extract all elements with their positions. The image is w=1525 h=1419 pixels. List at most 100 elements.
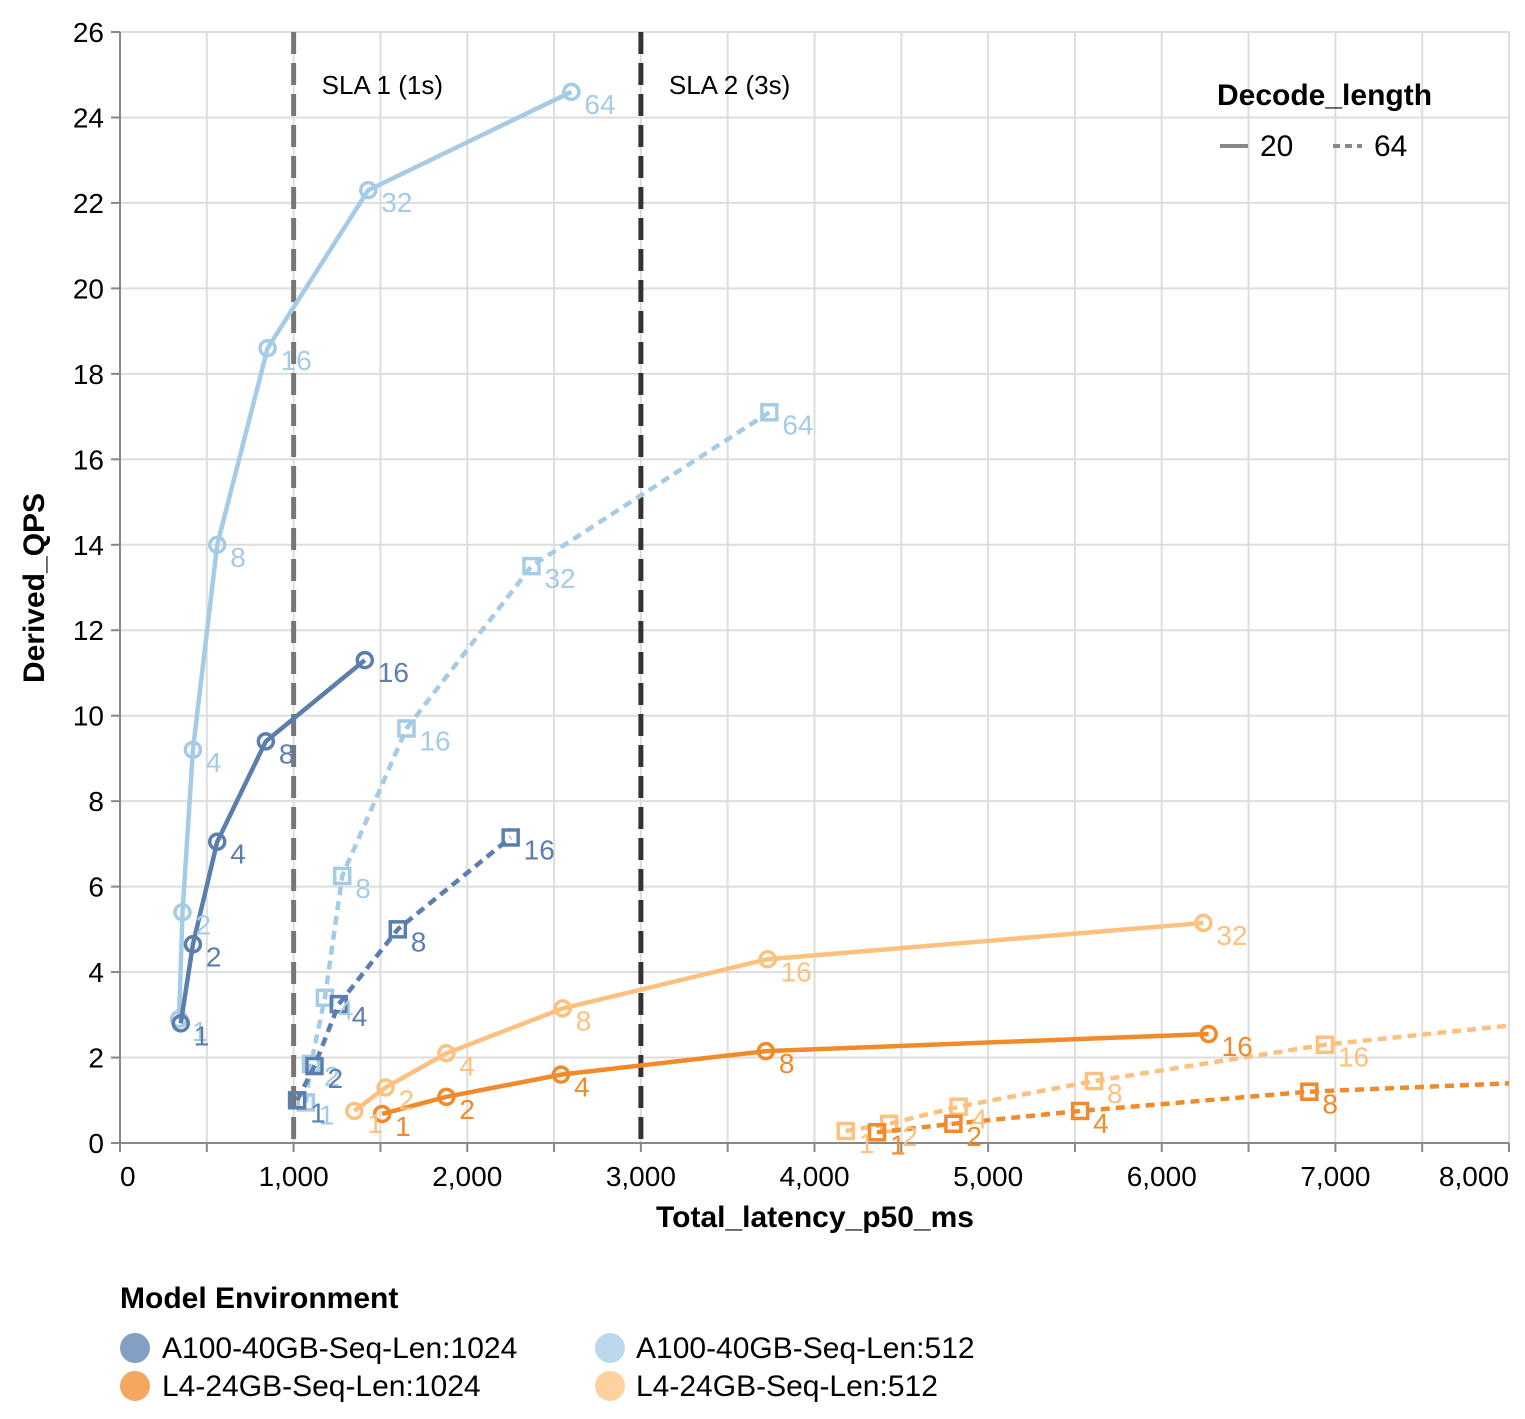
data-point-label: 1 xyxy=(194,1020,210,1051)
series-layer xyxy=(169,82,1509,1142)
data-point-marker xyxy=(949,1097,968,1116)
x-tick-label: 2,000 xyxy=(432,1161,502,1192)
legend-swatch-a100-1024 xyxy=(120,1333,150,1363)
data-point-label: 64 xyxy=(782,409,813,440)
decode-length-legend-title: Decode_length xyxy=(1217,79,1432,112)
data-point-marker xyxy=(329,994,349,1014)
data-point-label: 4 xyxy=(972,1104,988,1135)
data-point-marker xyxy=(372,1104,392,1124)
data-point-label: 1 xyxy=(319,1099,335,1130)
data-point-label: 2 xyxy=(399,1084,415,1115)
series-group xyxy=(345,913,1213,1121)
grid xyxy=(119,31,1510,1144)
y-tick-label: 24 xyxy=(73,102,104,133)
data-point-label: 8 xyxy=(576,1005,592,1036)
data-point-marker xyxy=(836,1121,856,1141)
series-line xyxy=(178,658,367,1024)
data-point-marker xyxy=(1194,913,1213,933)
data-point-marker xyxy=(388,920,408,939)
data-point-marker xyxy=(1084,1071,1104,1091)
series-line xyxy=(876,1081,1509,1135)
data-point-label: 1 xyxy=(310,1097,326,1128)
data-point-label: 32 xyxy=(381,187,412,218)
data-point-label: 2 xyxy=(327,1063,343,1094)
y-tick-label: 4 xyxy=(88,957,104,988)
y-axis-title: Derived_QPS xyxy=(18,493,51,683)
data-point-label: 16 xyxy=(524,834,555,865)
legend-swatch-l4-1024 xyxy=(120,1371,150,1401)
data-point-label: 8 xyxy=(411,926,427,957)
y-tick-label: 2 xyxy=(88,1043,104,1074)
data-point-marker xyxy=(756,1041,776,1061)
y-tick-label: 10 xyxy=(73,701,104,732)
sla-rule-label: SLA 2 (3s) xyxy=(669,70,790,100)
data-point-marker xyxy=(1300,1082,1319,1101)
data-point-marker xyxy=(562,82,581,102)
y-tick-label: 20 xyxy=(73,273,104,304)
data-point-label: 2 xyxy=(902,1121,918,1152)
data-point-marker xyxy=(397,719,416,738)
data-point-marker xyxy=(207,832,227,851)
legend-label-l4-1024: L4-24GB-Seq-Len:1024 xyxy=(162,1370,481,1403)
data-point-marker xyxy=(183,935,203,954)
data-point-label: 8 xyxy=(1322,1089,1338,1120)
data-point-label: 64 xyxy=(584,89,615,120)
data-point-marker xyxy=(183,740,203,760)
y-tick-label: 16 xyxy=(73,444,104,475)
data-point-label: 4 xyxy=(352,1001,368,1032)
data-point-marker xyxy=(1315,1035,1335,1054)
series-line xyxy=(295,835,513,1102)
y-tick-label: 12 xyxy=(73,615,104,646)
data-point-marker xyxy=(376,1078,395,1097)
legend-swatch-a100-512 xyxy=(595,1333,625,1363)
data-point-label: 16 xyxy=(378,657,409,688)
data-point-label: 1 xyxy=(367,1108,383,1139)
series-line xyxy=(303,410,771,1103)
series-group xyxy=(169,82,581,1029)
data-point-label: 8 xyxy=(230,542,246,573)
data-point-label: 1 xyxy=(890,1129,906,1160)
data-point-label: 2 xyxy=(966,1121,982,1152)
data-point-label: 8 xyxy=(1107,1078,1123,1109)
series-group xyxy=(287,828,520,1110)
y-tick-label: 14 xyxy=(73,530,104,561)
data-point-marker xyxy=(551,1065,571,1084)
data-point-marker xyxy=(207,535,227,555)
data-point-marker xyxy=(171,1014,191,1033)
legend-label-a100-1024: A100-40GB-Seq-Len:1024 xyxy=(162,1332,517,1365)
data-point-marker xyxy=(287,1091,307,1110)
series-group xyxy=(372,1024,1218,1124)
y-tick-label: 8 xyxy=(88,786,104,817)
data-point-label: 1 xyxy=(192,1016,208,1047)
legend-label-l4-512: L4-24GB-Seq-Len:512 xyxy=(636,1370,938,1403)
x-tick-label: 5,000 xyxy=(953,1161,1023,1192)
data-point-label: 4 xyxy=(206,747,222,778)
data-point-marker xyxy=(332,866,352,886)
data-point-label: 2 xyxy=(196,909,212,940)
y-tick-label: 22 xyxy=(73,188,104,219)
data-point-marker xyxy=(758,950,777,969)
data-point-marker xyxy=(522,556,541,576)
data-point-marker xyxy=(1199,1024,1218,1044)
data-point-label: 16 xyxy=(281,345,312,376)
data-point-label: 4 xyxy=(459,1050,475,1081)
data-point-marker xyxy=(501,828,520,847)
series-line xyxy=(176,89,573,1020)
x-tick-label: 1,000 xyxy=(259,1161,329,1192)
data-point-label: 16 xyxy=(1338,1042,1369,1073)
decode-length-legend: Decode_length 20 64 xyxy=(1217,79,1432,163)
data-point-marker xyxy=(553,999,572,1018)
data-point-marker xyxy=(944,1114,963,1134)
data-point-label: 8 xyxy=(279,738,295,769)
data-point-label: 16 xyxy=(419,726,450,757)
y-tick-label: 26 xyxy=(73,17,104,48)
data-point-label: 4 xyxy=(230,839,246,870)
data-point-label: 2 xyxy=(459,1094,475,1125)
axes: 0 1,000 2,000 3,000 4,000 5,000 6,000 7,000 8,00… xyxy=(73,17,1510,1192)
point-labels: 1248163264124816124816326412481612481632… xyxy=(192,89,1369,1160)
series-group xyxy=(296,403,779,1112)
data-point-marker xyxy=(173,903,192,922)
data-point-label: 8 xyxy=(779,1048,795,1079)
